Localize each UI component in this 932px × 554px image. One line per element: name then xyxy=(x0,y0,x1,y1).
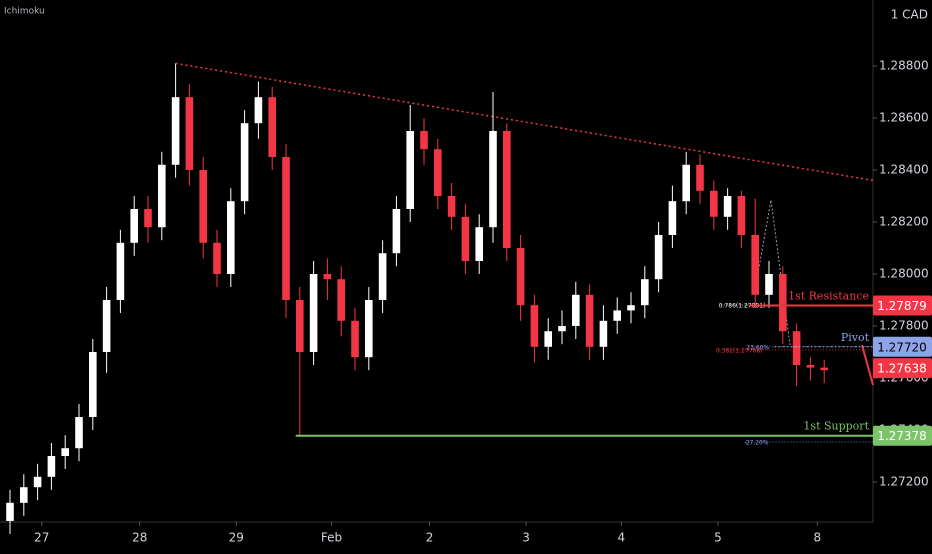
candle-body xyxy=(654,234,663,280)
y-tick-label: 1.28000 xyxy=(879,267,929,281)
candle-body xyxy=(558,326,566,332)
last-price-label: 1.27638 xyxy=(877,362,927,376)
candle-body xyxy=(447,195,456,217)
candle-body xyxy=(530,305,539,347)
y-tick-label: 1.28600 xyxy=(879,110,929,124)
candle-body xyxy=(668,201,677,235)
candle-body xyxy=(696,164,704,191)
x-tick-label: 27 xyxy=(34,531,49,545)
candle-body xyxy=(406,130,414,209)
candle-body xyxy=(737,195,746,235)
x-tick-label: 29 xyxy=(229,531,244,545)
candle-body xyxy=(710,190,718,217)
candle-body xyxy=(779,274,787,332)
candle-body xyxy=(102,300,111,353)
y-tick-label: 1.27800 xyxy=(879,319,929,333)
y-tick-label: 1.28800 xyxy=(879,58,929,72)
candle-body xyxy=(792,331,801,366)
level-name: 1st Support xyxy=(803,420,869,433)
last-price-box xyxy=(873,358,932,379)
candle-body xyxy=(337,279,345,321)
arrow xyxy=(861,344,874,386)
price-box xyxy=(873,295,932,316)
fib-label: 23.60% xyxy=(746,344,769,351)
price-box-label: 1.27378 xyxy=(877,429,927,443)
candle-body xyxy=(516,247,525,306)
candle-body xyxy=(199,169,207,243)
fib-label: -27.20% xyxy=(744,439,769,446)
y-tick-label: 1.27200 xyxy=(879,475,929,489)
candle-body xyxy=(33,476,42,488)
price-box-label: 1.27879 xyxy=(877,299,927,313)
candle-body xyxy=(47,456,56,477)
candle-body xyxy=(227,201,235,275)
candle-body xyxy=(751,234,759,295)
currency-label[interactable]: 1 CAD xyxy=(891,8,928,22)
candle-body xyxy=(171,97,180,165)
candle-body xyxy=(185,97,194,170)
candle-body xyxy=(806,365,815,368)
candle-body xyxy=(613,310,621,321)
x-tick-label: 28 xyxy=(132,531,147,545)
candle-body xyxy=(420,130,428,150)
candle-body xyxy=(240,123,249,202)
candle-body xyxy=(89,352,97,418)
price-box-label: 1.27720 xyxy=(877,340,927,354)
level-name: 1st Resistance xyxy=(788,289,869,302)
candle-body xyxy=(75,417,83,449)
y-tick-label: 1.28400 xyxy=(879,162,929,176)
candle-body xyxy=(254,97,263,124)
candle-body xyxy=(351,320,359,358)
candle-body xyxy=(599,320,608,347)
x-tick-label: 5 xyxy=(714,531,722,545)
candle-body xyxy=(20,487,28,503)
candle-body xyxy=(6,502,14,522)
candle-body xyxy=(130,208,138,243)
x-tick-label: 8 xyxy=(813,531,821,545)
candle-body xyxy=(475,227,483,261)
candle-body xyxy=(572,294,580,327)
indicator-label: Ichimoku xyxy=(4,7,45,17)
candle-body xyxy=(820,367,828,371)
x-tick-label: 2 xyxy=(426,531,434,545)
candle-body xyxy=(116,242,125,301)
candle-body xyxy=(323,274,332,280)
candle-body xyxy=(268,97,276,157)
x-tick-label: 4 xyxy=(618,531,626,545)
candle-body xyxy=(723,195,732,217)
x-tick-label: Feb xyxy=(321,531,342,545)
candle-body xyxy=(503,130,511,248)
candle-body xyxy=(392,208,401,254)
fib-label: 0.382(1.27708) xyxy=(716,347,763,354)
candle-body xyxy=(144,208,152,228)
candle-body xyxy=(641,279,649,306)
candle-body xyxy=(585,294,594,347)
candle-body xyxy=(365,300,373,358)
candle-body xyxy=(296,300,304,353)
candle-body xyxy=(461,216,470,261)
candle-body xyxy=(434,149,442,196)
candle-body xyxy=(489,130,497,228)
candle-body xyxy=(158,164,166,228)
candle-body xyxy=(544,331,552,347)
candle-body xyxy=(627,305,635,311)
candle-body xyxy=(213,242,221,275)
candle-body xyxy=(61,448,69,457)
price-box xyxy=(873,425,932,446)
fib-label: 0.786(1.27881) xyxy=(719,302,766,309)
level-name: Pivot xyxy=(841,331,870,344)
candle-body xyxy=(309,274,318,353)
candle-body xyxy=(282,156,290,301)
candle-body xyxy=(765,274,773,295)
candle-body xyxy=(378,253,387,301)
price-box xyxy=(873,336,932,357)
y-tick-label: 1.28200 xyxy=(879,214,929,228)
x-tick-label: 3 xyxy=(522,531,530,545)
candle-body xyxy=(682,164,690,202)
